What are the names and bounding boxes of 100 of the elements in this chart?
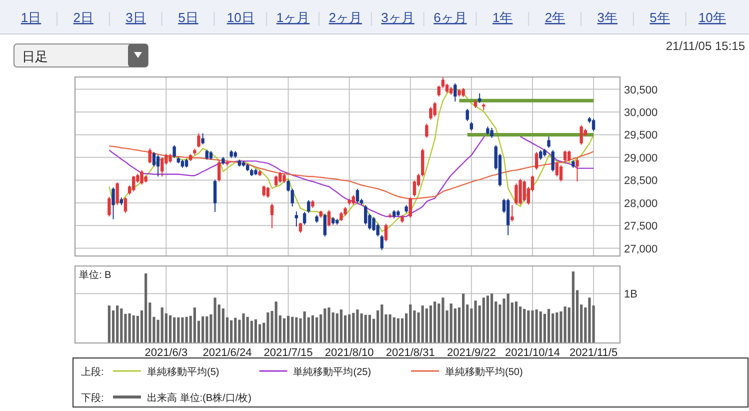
candlestick (197, 132, 200, 148)
bar (514, 302, 518, 343)
bar (168, 315, 172, 343)
candlestick (340, 211, 343, 222)
candlestick (270, 203, 274, 229)
x-tick-label: 2021/8/31 (386, 347, 435, 359)
candlestick (364, 204, 368, 226)
candlestick (168, 153, 172, 164)
candlestick (563, 150, 567, 162)
bar (274, 302, 278, 343)
candlestick (576, 158, 579, 182)
text: 2日 (73, 10, 94, 25)
x-tick-label: 2021/7/15 (264, 347, 313, 359)
y-tick-label: 29,000 (624, 152, 658, 164)
y-tick-label: 27,500 (624, 220, 658, 233)
candlestick (274, 175, 278, 187)
text: 1ヶ月 (276, 10, 310, 25)
y-tick-label: 28,500 (624, 175, 658, 188)
bar (185, 316, 188, 343)
text: 2年 (544, 10, 566, 25)
legend-title: 上段: (81, 366, 104, 378)
bar (588, 298, 591, 343)
bar (572, 271, 574, 343)
bar (490, 294, 494, 343)
bar (328, 307, 330, 343)
bar (206, 316, 208, 343)
candlestick (266, 186, 270, 198)
bar (340, 309, 342, 343)
candlestick (429, 106, 432, 120)
bar (311, 315, 314, 343)
candlestick (568, 150, 571, 162)
candlestick (372, 216, 376, 232)
bar (474, 300, 477, 343)
bar (303, 311, 306, 343)
x-tick-label: 2021/9/22 (446, 347, 496, 359)
candlestick (302, 211, 306, 226)
candlestick (534, 151, 538, 170)
bar (368, 314, 371, 343)
text: 1年 (492, 10, 513, 25)
bar (295, 317, 298, 343)
candlestick (551, 150, 554, 172)
bar (539, 311, 542, 343)
x-tick-label: 2021/11/5 (569, 347, 618, 359)
x-tick-label: 2021/10/14 (504, 347, 560, 359)
bar (282, 318, 286, 343)
bar (506, 294, 510, 343)
text: 3ヶ月 (381, 10, 414, 25)
candlestick (547, 136, 550, 148)
text: 3年 (597, 10, 618, 25)
bar (108, 305, 110, 343)
y-axis-title: 単位: B (79, 269, 112, 281)
bar (177, 317, 180, 343)
bar (356, 309, 359, 343)
candlestick (580, 124, 583, 146)
candlestick (327, 210, 331, 227)
candlestick (518, 178, 522, 206)
bar (523, 308, 526, 343)
bar (250, 320, 253, 343)
candlestick (282, 173, 286, 184)
candlestick (148, 148, 152, 164)
candlestick (384, 223, 388, 242)
candlestick (445, 83, 449, 94)
bar (193, 307, 196, 343)
bar (486, 296, 490, 343)
candlestick (116, 182, 119, 206)
text: 2ヶ月 (328, 10, 362, 25)
bar (324, 308, 326, 343)
bar (336, 313, 338, 343)
bar (547, 308, 550, 343)
bar (173, 317, 176, 343)
candlestick (278, 171, 282, 184)
candlestick (352, 194, 355, 206)
candlestick (514, 182, 518, 206)
bar (116, 305, 119, 343)
candlestick (466, 108, 469, 122)
candlestick (380, 234, 384, 251)
bar (380, 304, 384, 343)
candlestick (555, 161, 559, 177)
candlestick (140, 170, 144, 186)
x-tick-label: 2021/8/10 (324, 347, 374, 359)
bar (364, 314, 367, 343)
candlestick (205, 149, 208, 160)
legend-label: 単純移動平均(25) (293, 366, 372, 378)
candlestick (539, 150, 542, 160)
bar (234, 318, 237, 343)
text: 6ヶ月 (434, 10, 467, 25)
bar (254, 319, 258, 343)
candlestick (201, 132, 204, 145)
candlestick (454, 82, 457, 102)
bar (450, 304, 452, 343)
y-tick-label: 30,000 (624, 106, 658, 119)
bar (160, 307, 164, 343)
candlestick (152, 151, 156, 167)
bar (242, 313, 245, 343)
bar (144, 273, 148, 343)
candlestick (298, 222, 302, 234)
candlestick (172, 144, 176, 158)
bar (482, 298, 485, 343)
candlestick (213, 179, 217, 212)
text: 21/11/05 15:15 (666, 39, 746, 53)
